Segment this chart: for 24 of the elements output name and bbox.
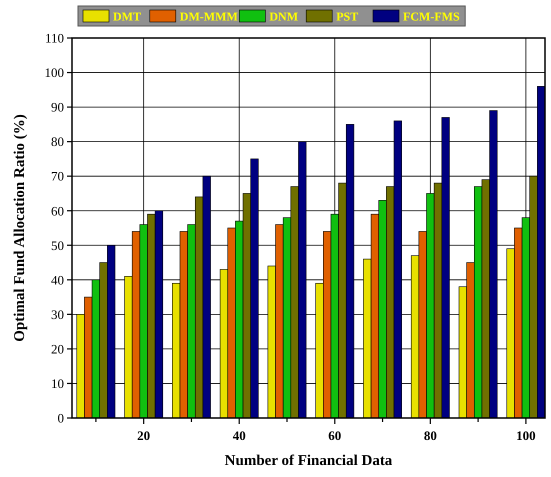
y-tick-label: 90 <box>51 100 64 115</box>
y-axis-title: Optimal Fund Allocation Ratio (%) <box>12 114 28 342</box>
legend-label: PST <box>336 10 358 24</box>
y-tick-label: 60 <box>51 203 64 218</box>
y-tick-label: 70 <box>51 168 64 184</box>
x-tick-label: 80 <box>424 428 437 443</box>
y-tick-label: 110 <box>44 30 64 46</box>
legend-label: FCM-FMS <box>403 10 460 24</box>
y-tick-label: 10 <box>51 376 64 392</box>
x-tick-label: 20 <box>137 428 150 443</box>
legend-label: DM-MMM <box>180 10 238 24</box>
legend-label: DNM <box>269 10 298 24</box>
y-tick-label: 80 <box>51 134 64 150</box>
y-tick-label: 30 <box>51 306 64 322</box>
y-tick-label: 50 <box>51 238 64 253</box>
x-tick-label: 60 <box>328 428 342 443</box>
y-tick-label: 20 <box>51 341 64 356</box>
legend-label: DMT <box>113 10 141 24</box>
x-axis-title: Number of Financial Data <box>224 453 393 469</box>
x-tick-label: 40 <box>232 428 246 443</box>
y-tick-label: 100 <box>44 65 64 80</box>
y-tick-label: 0 <box>58 410 64 426</box>
y-tick-label: 40 <box>51 272 64 288</box>
x-tick-label: 100 <box>516 428 536 443</box>
